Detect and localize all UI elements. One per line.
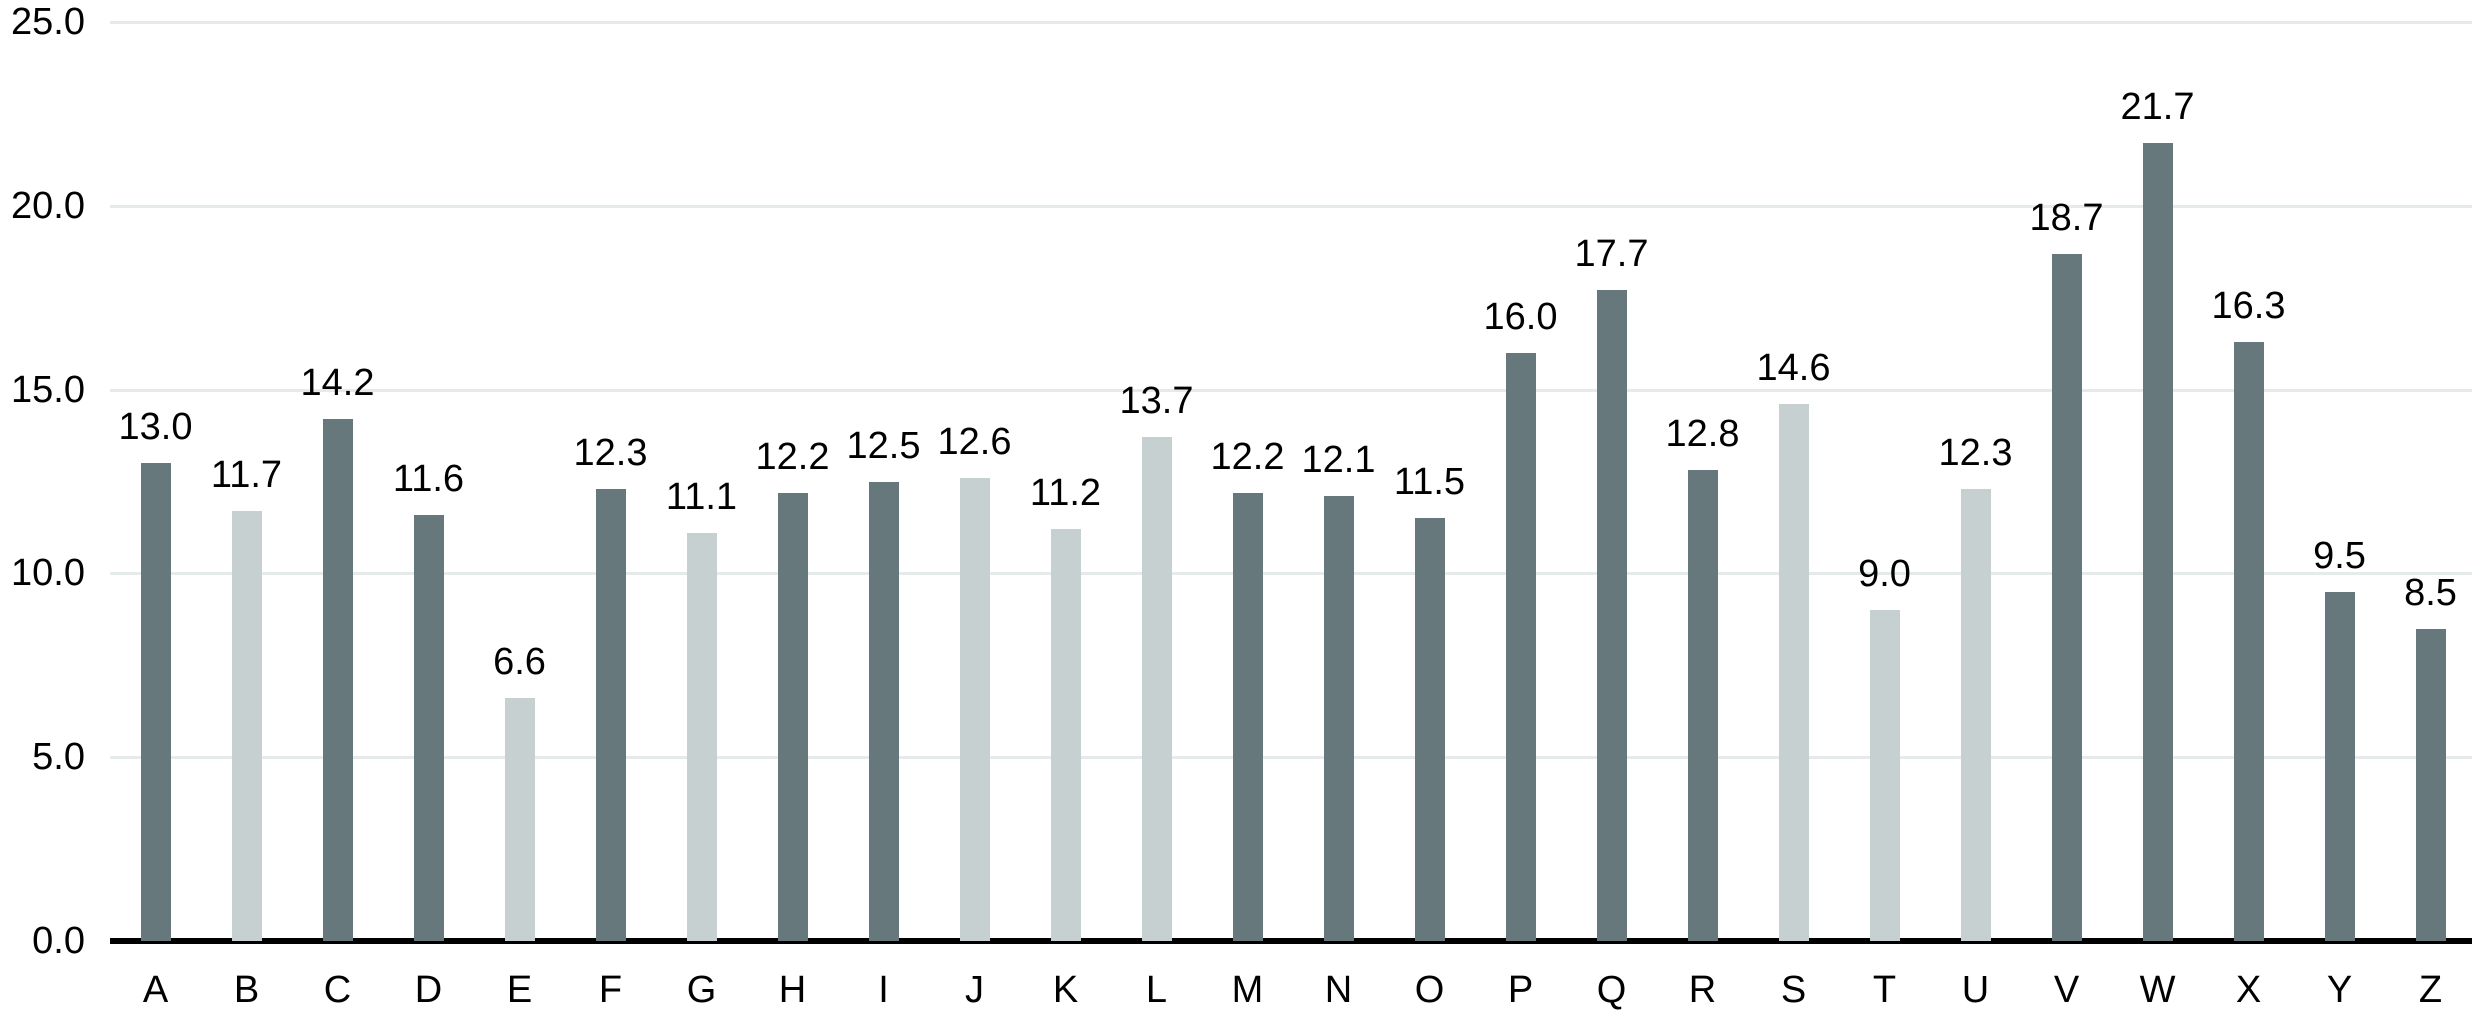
x-tick-label-X: X xyxy=(2235,969,2262,1011)
bar-R xyxy=(1687,470,1718,941)
value-label-A: 13.0 xyxy=(118,406,193,449)
y-tick-label: 0.0 xyxy=(32,920,85,962)
bar-J xyxy=(959,477,990,941)
value-label-Y: 9.5 xyxy=(2313,534,2366,577)
x-tick-label-B: B xyxy=(233,969,260,1011)
x-tick-label-M: M xyxy=(1231,969,1264,1011)
x-tick-label-S: S xyxy=(1780,969,1807,1011)
bar-X xyxy=(2233,341,2264,941)
x-tick-label-W: W xyxy=(2139,969,2176,1011)
x-tick-label-K: K xyxy=(1052,969,1079,1011)
bar-K xyxy=(1050,529,1081,941)
x-tick-label-P: P xyxy=(1507,969,1534,1011)
x-tick-label-C: C xyxy=(323,969,352,1011)
bar-A xyxy=(140,463,171,941)
y-tick-label: 10.0 xyxy=(11,552,85,595)
x-tick-label-G: G xyxy=(686,969,717,1011)
value-label-R: 12.8 xyxy=(1665,413,1740,456)
x-tick-label-Z: Z xyxy=(2418,969,2443,1011)
gridline-15.0 xyxy=(110,388,2472,392)
bar-D xyxy=(413,514,444,941)
value-label-F: 12.3 xyxy=(573,431,648,474)
bar-Z xyxy=(2415,628,2446,941)
x-tick-label-I: I xyxy=(878,969,889,1011)
bar-W xyxy=(2142,143,2173,941)
value-label-G: 11.1 xyxy=(665,475,738,518)
value-label-H: 12.2 xyxy=(755,435,830,478)
bar-Q xyxy=(1596,290,1627,941)
value-label-T: 9.0 xyxy=(1858,553,1911,596)
y-tick-label: 25.0 xyxy=(11,1,85,43)
x-tick-label-A: A xyxy=(142,969,169,1011)
x-tick-label-Y: Y xyxy=(2326,969,2353,1011)
value-label-V: 18.7 xyxy=(2029,196,2104,239)
y-tick-label: 20.0 xyxy=(11,184,85,227)
bar-L xyxy=(1141,437,1172,941)
value-label-X: 16.3 xyxy=(2211,284,2286,327)
x-tick-label-V: V xyxy=(2053,969,2080,1011)
x-tick-label-T: T xyxy=(1872,969,1897,1011)
bar-T xyxy=(1869,610,1900,941)
value-label-W: 21.7 xyxy=(2120,86,2195,129)
value-label-Z: 8.5 xyxy=(2404,571,2457,614)
x-tick-label-N: N xyxy=(1324,969,1353,1011)
bar-Y xyxy=(2324,591,2355,941)
value-label-E: 6.6 xyxy=(493,641,546,684)
bar-P xyxy=(1505,352,1536,941)
x-tick-label-E: E xyxy=(506,969,533,1011)
bar-B xyxy=(231,510,262,941)
y-tick-label: 5.0 xyxy=(32,736,85,779)
bar-O xyxy=(1414,518,1445,941)
x-tick-label-L: L xyxy=(1145,969,1168,1011)
x-tick-label-F: F xyxy=(598,969,623,1011)
y-tick-label: 15.0 xyxy=(11,368,85,411)
value-label-P: 16.0 xyxy=(1483,295,1558,338)
x-tick-label-U: U xyxy=(1961,969,1990,1011)
x-tick-label-Q: Q xyxy=(1596,969,1627,1011)
bar-F xyxy=(595,488,626,941)
bar-M xyxy=(1232,492,1263,941)
value-label-I: 12.5 xyxy=(846,424,921,467)
gridline-10.0 xyxy=(110,572,2472,576)
value-label-C: 14.2 xyxy=(300,362,375,404)
value-label-S: 14.6 xyxy=(1756,347,1831,390)
gridline-20.0 xyxy=(110,204,2472,208)
bar-C xyxy=(322,419,353,941)
bar-G xyxy=(686,532,717,941)
value-label-U: 12.3 xyxy=(1938,431,2013,474)
bar-V xyxy=(2051,253,2082,941)
value-label-K: 11.2 xyxy=(1029,472,1102,515)
x-tick-label-H: H xyxy=(778,969,807,1011)
gridline-5.0 xyxy=(110,756,2472,760)
value-label-L: 13.7 xyxy=(1119,380,1194,423)
x-axis-line xyxy=(110,938,2472,944)
value-label-M: 12.2 xyxy=(1210,435,1285,478)
bar-S xyxy=(1778,404,1809,941)
x-tick-label-O: O xyxy=(1414,969,1445,1011)
bar-N xyxy=(1323,496,1354,941)
bar-H xyxy=(777,492,808,941)
x-tick-label-R: R xyxy=(1688,969,1717,1011)
value-label-J: 12.6 xyxy=(937,420,1012,463)
bar-I xyxy=(868,481,899,941)
bar-E xyxy=(504,698,535,941)
value-label-D: 11.6 xyxy=(392,457,465,500)
value-label-B: 11.7 xyxy=(210,453,283,496)
bar-U xyxy=(1960,488,1991,941)
value-label-Q: 17.7 xyxy=(1574,233,1649,276)
x-tick-label-D: D xyxy=(414,969,443,1011)
value-label-O: 11.5 xyxy=(1393,461,1466,504)
x-tick-label-J: J xyxy=(965,969,984,1011)
value-label-N: 12.1 xyxy=(1301,439,1376,482)
gridline-25.0 xyxy=(110,21,2472,24)
